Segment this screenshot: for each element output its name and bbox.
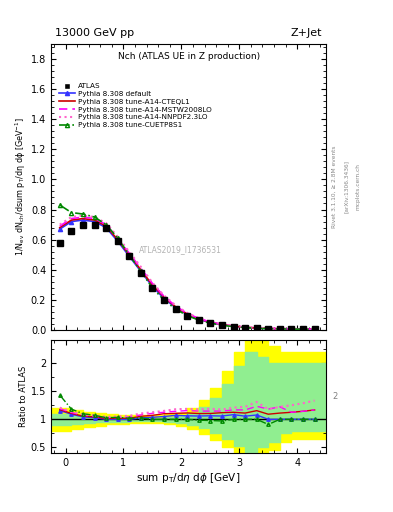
- Text: 13000 GeV pp: 13000 GeV pp: [55, 28, 134, 38]
- Text: [arXiv:1306.3436]: [arXiv:1306.3436]: [344, 160, 349, 214]
- Text: ATLAS2019_I1736531: ATLAS2019_I1736531: [139, 245, 222, 254]
- Legend: ATLAS, Pythia 8.308 default, Pythia 8.308 tune-A14-CTEQL1, Pythia 8.308 tune-A14: ATLAS, Pythia 8.308 default, Pythia 8.30…: [57, 81, 213, 130]
- Text: mcplots.cern.ch: mcplots.cern.ch: [356, 163, 361, 210]
- Text: 2: 2: [332, 392, 337, 401]
- Text: Nch (ATLAS UE in Z production): Nch (ATLAS UE in Z production): [118, 52, 260, 61]
- Y-axis label: Ratio to ATLAS: Ratio to ATLAS: [19, 366, 28, 428]
- Y-axis label: $\mathrm{1/N_{ev}\ dN_{ch}/dsum\ p_T/d\eta\ d\phi\ [GeV^{-1}]}$: $\mathrm{1/N_{ev}\ dN_{ch}/dsum\ p_T/d\e…: [14, 117, 28, 257]
- X-axis label: sum p$_\mathrm{T}$/d$\eta$ d$\phi$ [GeV]: sum p$_\mathrm{T}$/d$\eta$ d$\phi$ [GeV]: [136, 471, 241, 485]
- Text: Z+Jet: Z+Jet: [291, 28, 322, 38]
- Text: Rivet 3.1.10, ≥ 2.8M events: Rivet 3.1.10, ≥ 2.8M events: [332, 145, 337, 228]
